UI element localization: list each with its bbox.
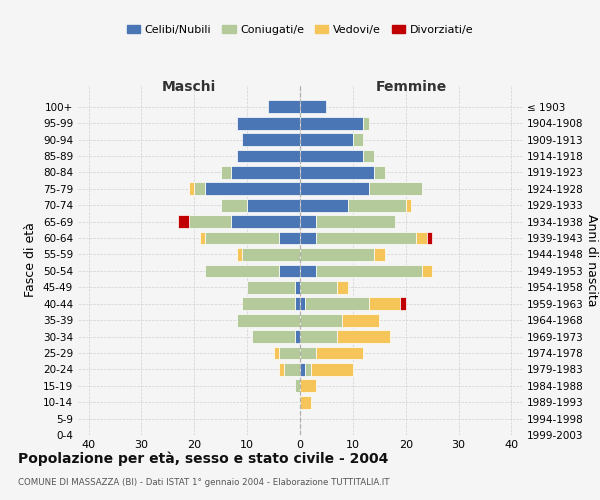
Bar xyxy=(347,199,406,211)
Bar xyxy=(268,100,300,113)
Text: Maschi: Maschi xyxy=(162,80,216,94)
Bar xyxy=(316,346,364,360)
Bar xyxy=(205,264,279,278)
Bar xyxy=(279,346,300,360)
Bar xyxy=(300,199,347,211)
Bar xyxy=(300,216,316,228)
Bar xyxy=(189,182,194,196)
Legend: Celibi/Nubili, Coniugati/e, Vedovi/e, Divorziati/e: Celibi/Nubili, Coniugati/e, Vedovi/e, Di… xyxy=(122,20,478,40)
Text: Popolazione per età, sesso e stato civile - 2004: Popolazione per età, sesso e stato civil… xyxy=(18,451,388,466)
Bar xyxy=(231,216,300,228)
Bar xyxy=(300,281,337,293)
Bar xyxy=(205,232,279,244)
Bar xyxy=(337,281,347,293)
Bar xyxy=(189,216,231,228)
Bar xyxy=(247,199,300,211)
Bar xyxy=(236,248,242,261)
Bar xyxy=(364,150,374,162)
Bar xyxy=(247,281,295,293)
Bar xyxy=(300,363,305,376)
Bar xyxy=(337,330,390,343)
Y-axis label: Fasce di età: Fasce di età xyxy=(25,222,37,298)
Bar xyxy=(374,248,385,261)
Bar xyxy=(221,166,231,179)
Bar xyxy=(274,346,279,360)
Bar xyxy=(284,363,300,376)
Bar xyxy=(300,117,364,130)
Bar xyxy=(236,314,300,326)
Bar xyxy=(422,264,432,278)
Bar xyxy=(311,363,353,376)
Bar xyxy=(300,133,353,146)
Bar xyxy=(295,298,300,310)
Bar xyxy=(316,232,416,244)
Bar xyxy=(279,264,300,278)
Bar xyxy=(300,298,305,310)
Y-axis label: Anni di nascita: Anni di nascita xyxy=(584,214,598,306)
Bar xyxy=(316,216,395,228)
Bar xyxy=(295,380,300,392)
Bar xyxy=(305,363,311,376)
Bar xyxy=(316,264,422,278)
Text: Femmine: Femmine xyxy=(376,80,446,94)
Bar xyxy=(221,199,247,211)
Bar xyxy=(353,133,364,146)
Bar xyxy=(236,117,300,130)
Bar xyxy=(300,100,326,113)
Bar xyxy=(400,298,406,310)
Bar xyxy=(300,248,374,261)
Bar xyxy=(300,264,316,278)
Bar xyxy=(300,380,316,392)
Bar xyxy=(236,150,300,162)
Bar xyxy=(300,330,337,343)
Bar xyxy=(364,117,369,130)
Bar xyxy=(231,166,300,179)
Bar xyxy=(300,396,311,408)
Bar xyxy=(416,232,427,244)
Bar xyxy=(279,232,300,244)
Bar xyxy=(295,330,300,343)
Bar xyxy=(300,232,316,244)
Bar xyxy=(406,199,411,211)
Bar xyxy=(253,330,295,343)
Bar xyxy=(369,182,422,196)
Bar xyxy=(200,232,205,244)
Bar xyxy=(300,166,374,179)
Bar xyxy=(369,298,400,310)
Bar xyxy=(342,314,379,326)
Bar xyxy=(300,346,316,360)
Bar xyxy=(305,298,369,310)
Bar xyxy=(295,281,300,293)
Bar xyxy=(279,363,284,376)
Bar xyxy=(242,133,300,146)
Bar xyxy=(374,166,385,179)
Bar xyxy=(194,182,205,196)
Bar xyxy=(242,248,300,261)
Bar xyxy=(242,298,295,310)
Bar xyxy=(205,182,300,196)
Bar xyxy=(178,216,189,228)
Bar xyxy=(300,182,369,196)
Text: COMUNE DI MASSAZZA (BI) - Dati ISTAT 1° gennaio 2004 - Elaborazione TUTTITALIA.I: COMUNE DI MASSAZZA (BI) - Dati ISTAT 1° … xyxy=(18,478,389,487)
Bar xyxy=(300,150,364,162)
Bar xyxy=(427,232,432,244)
Bar xyxy=(300,314,342,326)
